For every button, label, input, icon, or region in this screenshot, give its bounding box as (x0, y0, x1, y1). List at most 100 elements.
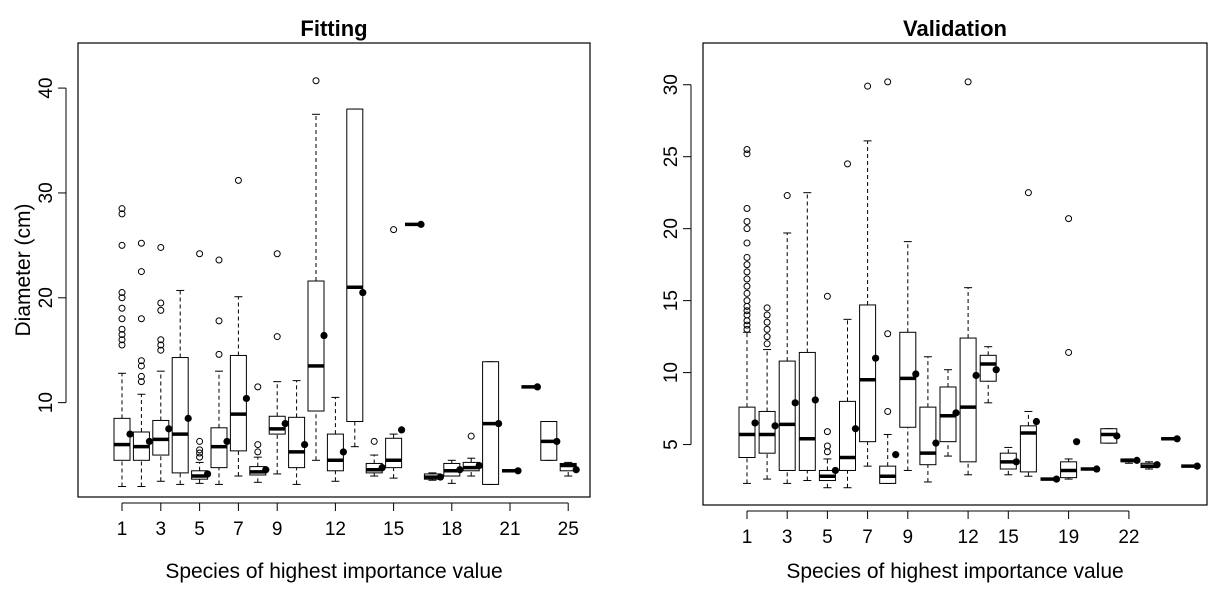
mean-dot (1032, 417, 1040, 426)
outlier (157, 306, 165, 314)
outlier (844, 160, 851, 168)
mean-dot (320, 331, 328, 340)
mean-dot (359, 288, 367, 297)
outlier (157, 336, 165, 344)
outlier (215, 317, 223, 325)
y-axis-label: Diameter (cm) (12, 203, 35, 336)
outlier (743, 225, 751, 233)
outlier (157, 243, 165, 251)
outlier (118, 336, 126, 344)
outlier (137, 372, 145, 380)
mean-dot (912, 370, 920, 378)
outlier (196, 446, 204, 454)
y-tick-label: 5 (661, 439, 682, 450)
outlier (254, 441, 262, 449)
outlier (273, 250, 281, 258)
outlier (743, 325, 751, 333)
mean-dot (1052, 475, 1061, 483)
outlier (118, 330, 126, 338)
mean-dot (165, 425, 173, 433)
mean-dot (872, 354, 880, 362)
outlier (743, 253, 751, 261)
box (1019, 425, 1037, 473)
outlier (157, 299, 165, 307)
x-tick-label: 5 (194, 519, 205, 540)
outlier (884, 330, 892, 338)
outlier (215, 256, 223, 264)
box (839, 400, 856, 471)
y-tick-label: 30 (661, 74, 682, 95)
outlier (234, 176, 242, 184)
mean-dot (436, 473, 444, 481)
plot-frame (77, 42, 591, 498)
mean-dot (417, 220, 425, 228)
outlier (823, 448, 831, 456)
y-tick-label: 30 (36, 182, 57, 203)
outlier (763, 340, 771, 348)
x-tick-label: 3 (782, 527, 793, 548)
outlier (118, 289, 126, 297)
x-tick-label: 22 (1118, 527, 1139, 548)
outlier (118, 210, 126, 218)
outlier (118, 294, 126, 302)
box (385, 437, 403, 469)
outlier (157, 346, 165, 354)
outlier (196, 453, 204, 461)
x-tick-label: 9 (272, 519, 283, 540)
box (919, 406, 937, 466)
box (959, 337, 977, 463)
mean-dot (952, 409, 960, 417)
outlier (370, 437, 378, 445)
x-axis-label: Species of highest importance value (786, 560, 1123, 583)
outlier (137, 239, 145, 247)
outlier (137, 378, 145, 386)
outlier (743, 275, 751, 283)
box (113, 417, 131, 461)
outlier (157, 341, 165, 349)
outlier (964, 78, 972, 86)
plot-frame (702, 42, 1208, 506)
mean-dot (514, 467, 522, 475)
box (798, 351, 816, 471)
outlier (743, 289, 751, 297)
mean-dot (992, 366, 1000, 374)
outlier (743, 311, 751, 319)
mean-dot (851, 425, 860, 433)
outlier (743, 205, 751, 213)
x-tick-label: 21 (499, 519, 520, 540)
outlier (312, 77, 320, 85)
outlier (743, 268, 751, 276)
chart-title: Validation (903, 16, 1007, 41)
outlier (1024, 189, 1032, 197)
chart-title: Fitting (300, 16, 367, 41)
x-tick-label: 5 (822, 527, 833, 548)
outlier (884, 78, 892, 86)
outlier (254, 383, 262, 391)
outlier (743, 217, 751, 225)
x-tick-label: 1 (117, 519, 128, 540)
outlier (743, 302, 751, 310)
outlier (137, 268, 145, 276)
mean-dot (831, 466, 840, 475)
x-tick-label: 1 (742, 527, 753, 548)
y-tick-label: 20 (661, 218, 682, 239)
outlier (467, 432, 475, 440)
mean-dot (533, 383, 542, 391)
outlier (118, 205, 126, 213)
outlier (118, 315, 126, 323)
outlier (743, 150, 751, 158)
mean-dot (1073, 438, 1081, 446)
y-tick-label: 10 (661, 362, 682, 383)
x-tick-label: 12 (325, 519, 346, 540)
outlier (196, 449, 204, 457)
mean-dot (1093, 465, 1101, 473)
outlier (1065, 348, 1073, 356)
x-tick-label: 15 (998, 527, 1019, 548)
mean-dot (572, 466, 580, 474)
mean-dot (1113, 432, 1121, 440)
mean-dot (791, 399, 799, 407)
outlier (118, 241, 126, 249)
box (778, 360, 796, 471)
